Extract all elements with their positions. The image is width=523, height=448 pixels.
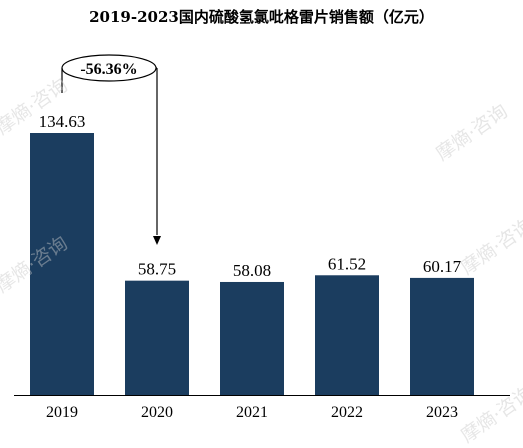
value-label-2023: 60.17 [423, 257, 462, 276]
x-tick-label-2022: 2022 [331, 404, 363, 421]
bar-2021 [220, 281, 284, 395]
x-tick-label-2021: 2021 [236, 404, 268, 421]
bar-2019 [30, 133, 94, 395]
bar-2022 [315, 275, 379, 395]
annotation-label: -56.36% [80, 61, 137, 78]
x-tick-label-2023: 2023 [426, 404, 458, 421]
annotation-arrowhead [153, 236, 161, 245]
bar-2020 [125, 280, 189, 395]
x-tick-label-2019: 2019 [46, 404, 78, 421]
value-label-2022: 61.52 [328, 254, 366, 273]
plot-area: 2019 2020 2021 2022 2023 134.63 58.75 58.08 61.5… [14, 54, 510, 421]
value-label-2020: 58.75 [138, 260, 176, 279]
x-tick-label-2020: 2020 [141, 404, 173, 421]
value-label-2019: 134.63 [39, 112, 86, 131]
value-label-2021: 58.08 [233, 261, 271, 280]
chart-title: 2019-2023国内硫酸氢氯吡格雷片销售额（亿元） [89, 8, 434, 26]
chart: 2019-2023国内硫酸氢氯吡格雷片销售额（亿元） 摩熵·咨询 摩熵·咨询 摩… [0, 8, 523, 447]
bar-2023 [410, 277, 474, 395]
